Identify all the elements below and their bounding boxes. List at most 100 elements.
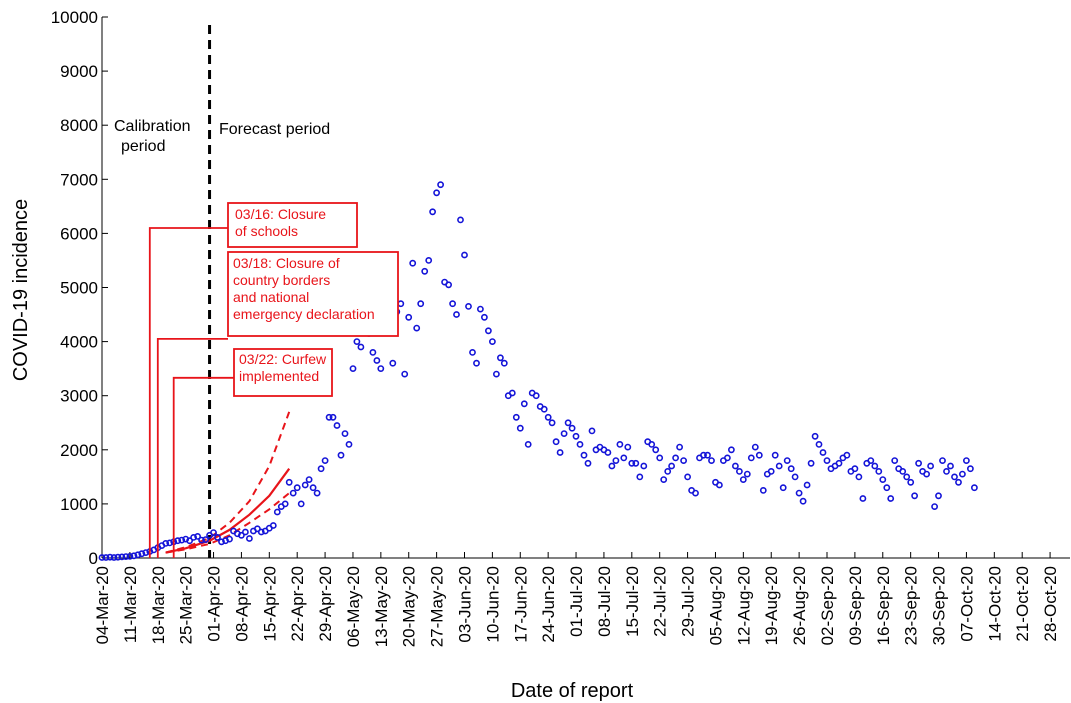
observed-point (273, 508, 281, 516)
y-tick-label: 1000 (60, 495, 98, 514)
x-tick-label: 10-Jun-20 (483, 566, 502, 643)
observed-point (640, 462, 648, 470)
observed-point (835, 459, 843, 467)
observed-point (500, 359, 508, 367)
x-tick-label: 28-Oct-20 (1041, 566, 1060, 642)
annotation-leader-line (156, 337, 228, 558)
observed-point (162, 540, 170, 547)
annotation-text: 03/22: Curfew (239, 351, 327, 367)
observed-point (907, 478, 915, 486)
observed-point (226, 535, 233, 543)
observed-point (488, 338, 496, 345)
observed-point (202, 536, 209, 543)
observed-point (843, 451, 851, 459)
observed-point (429, 208, 436, 216)
observed-point (437, 181, 444, 189)
x-tick-label: 29-Jul-20 (679, 566, 698, 637)
observed-point (724, 454, 731, 462)
observed-point (767, 467, 775, 475)
observed-point (967, 465, 974, 473)
observed-point (321, 457, 329, 464)
observed-point (955, 478, 962, 486)
observed-point (755, 451, 763, 459)
x-tick-label: 16-Sep-20 (874, 566, 893, 645)
observed-point (899, 467, 907, 475)
observed-point (799, 497, 807, 505)
observed-point (676, 443, 683, 451)
observed-point (680, 457, 687, 464)
observed-point (329, 413, 337, 421)
observed-point (445, 281, 452, 289)
observed-point (210, 529, 217, 536)
observed-point (855, 473, 863, 481)
observed-point (281, 500, 289, 508)
observed-point (628, 459, 636, 467)
observed-point (241, 528, 249, 536)
observed-point (743, 470, 751, 478)
x-tick-label: 24-Jun-20 (539, 566, 558, 643)
observed-point (309, 484, 317, 492)
observed-point (935, 492, 942, 500)
x-tick-label: 20-May-20 (400, 566, 419, 647)
observed-point (684, 473, 691, 481)
observed-point (700, 451, 707, 459)
observed-point (257, 528, 265, 536)
observed-point (473, 359, 480, 367)
observed-point (524, 440, 532, 448)
x-tick-label: 19-Aug-20 (762, 566, 781, 645)
x-tick-label: 01-Apr-20 (205, 566, 224, 642)
observed-point (576, 440, 584, 448)
x-tick-label: 15-Jul-20 (623, 566, 642, 637)
observed-point (397, 300, 405, 308)
observed-point (867, 457, 875, 464)
y-tick-label: 9000 (60, 62, 98, 81)
observed-point (544, 413, 552, 421)
x-tick-label: 22-Jul-20 (651, 566, 670, 637)
observed-point (624, 443, 632, 451)
observed-point (692, 489, 699, 497)
observed-point (787, 465, 795, 473)
observed-point (560, 430, 568, 437)
observed-point (620, 454, 628, 462)
observed-point (118, 553, 126, 561)
y-tick-label: 2000 (60, 441, 98, 460)
observed-point (98, 554, 106, 561)
observed-point (218, 538, 225, 546)
calibration-period-label: Calibration (114, 118, 190, 135)
observed-point (927, 462, 934, 470)
observed-point (823, 457, 831, 464)
observed-point (704, 451, 711, 459)
observed-point (461, 251, 468, 259)
observed-point (568, 424, 576, 432)
x-tick-label: 04-Mar-20 (93, 566, 112, 644)
observed-point (588, 427, 596, 435)
observed-point (532, 392, 540, 400)
observed-point (465, 302, 472, 310)
x-tick-label: 21-Oct-20 (1013, 566, 1032, 642)
x-tick-label: 14-Oct-20 (985, 566, 1004, 642)
observed-point (783, 457, 791, 464)
observed-point (186, 537, 193, 545)
observed-point (608, 462, 616, 470)
observed-point (345, 440, 353, 448)
observed-point (102, 554, 110, 561)
x-tick-label: 15-Apr-20 (260, 566, 279, 642)
forecast-lines (165, 411, 291, 554)
observed-point (732, 462, 739, 470)
observed-point (357, 343, 365, 351)
observed-point (476, 305, 484, 313)
observed-point (289, 489, 297, 497)
observed-point (851, 465, 859, 473)
observed-point (198, 536, 205, 544)
observed-point (875, 467, 883, 475)
x-tick-label: 26-Aug-20 (790, 566, 809, 645)
observed-point (405, 313, 413, 321)
observed-point (237, 531, 245, 539)
observed-point (871, 462, 879, 470)
observed-point (795, 489, 803, 497)
observed-point (516, 424, 524, 432)
observed-point (859, 495, 867, 502)
observed-point (417, 300, 425, 308)
